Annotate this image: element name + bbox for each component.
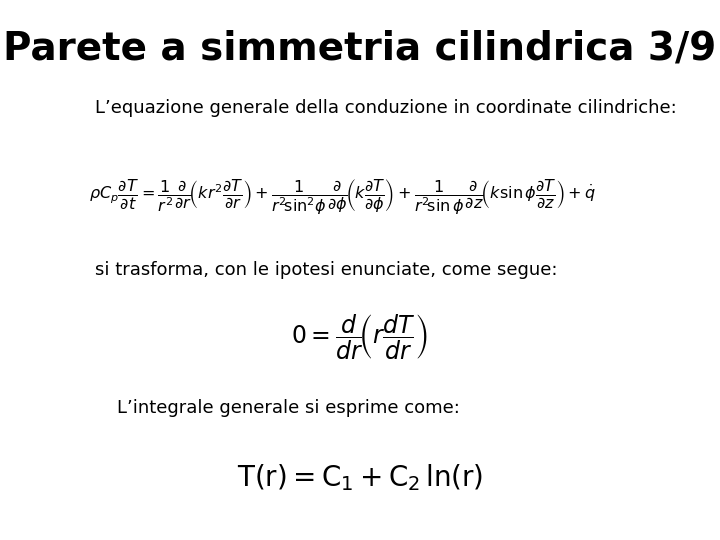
Text: $\mathrm{T(r) = C_1+C_2\,ln(r)}$: $\mathrm{T(r) = C_1+C_2\,ln(r)}$ [237, 462, 483, 494]
Text: L’equazione generale della conduzione in coordinate cilindriche:: L’equazione generale della conduzione in… [94, 99, 676, 117]
Text: $\rho C_p \dfrac{\partial T}{\partial t} = \dfrac{1}{r^2}\dfrac{\partial}{\parti: $\rho C_p \dfrac{\partial T}{\partial t}… [89, 177, 596, 217]
Text: si trasforma, con le ipotesi enunciate, come segue:: si trasforma, con le ipotesi enunciate, … [94, 261, 557, 279]
Text: L’integrale generale si esprime come:: L’integrale generale si esprime come: [117, 399, 460, 417]
Text: Parete a simmetria cilindrica 3/9: Parete a simmetria cilindrica 3/9 [4, 30, 716, 68]
Text: $0 = \dfrac{d}{dr}\!\left(r\dfrac{dT}{dr}\right)$: $0 = \dfrac{d}{dr}\!\left(r\dfrac{dT}{dr… [292, 313, 428, 362]
